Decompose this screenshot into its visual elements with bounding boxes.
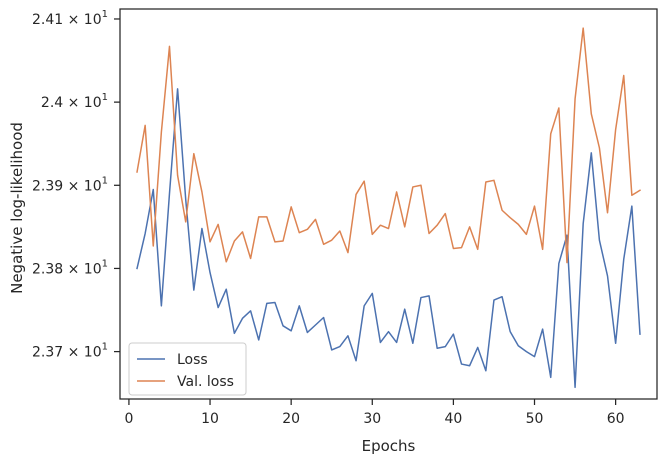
legend-label-0: Loss xyxy=(177,352,208,368)
axes-layer xyxy=(119,8,658,400)
legend: Loss Val. loss xyxy=(128,342,247,396)
x-tick-label: 10 xyxy=(201,411,219,427)
y-tick-label: 2.38 × 101 xyxy=(32,258,108,277)
legend-box xyxy=(128,342,247,396)
x-axis-label: Epochs xyxy=(362,437,416,455)
y-axis-ticks: 2.37 × 101 2.38 × 101 2.39 × 101 2.4 × 101 2… xyxy=(32,9,120,361)
axes-frame xyxy=(119,8,658,400)
y-tick-label: 2.41 × 101 xyxy=(32,9,108,28)
series-line-0 xyxy=(136,88,641,389)
y-axis-label: Negative log-likelihood xyxy=(8,122,26,294)
y-tick-label: 2.4 × 101 xyxy=(41,92,108,111)
x-tick-label: 20 xyxy=(282,411,300,427)
x-tick-label: 60 xyxy=(607,411,625,427)
series-line-1 xyxy=(136,27,642,264)
y-tick-label: 2.37 × 101 xyxy=(32,342,108,361)
x-tick-label: 30 xyxy=(363,411,381,427)
legend-label-1: Val. loss xyxy=(177,374,234,390)
y-tick-label: 2.39 × 101 xyxy=(32,175,108,194)
x-tick-label: 0 xyxy=(124,411,133,427)
x-tick-label: 40 xyxy=(444,411,462,427)
plot-area xyxy=(120,9,657,399)
series-layer xyxy=(136,27,642,389)
x-tick-label: 50 xyxy=(526,411,544,427)
x-axis-ticks: 0 10 20 30 40 50 60 xyxy=(124,399,625,427)
